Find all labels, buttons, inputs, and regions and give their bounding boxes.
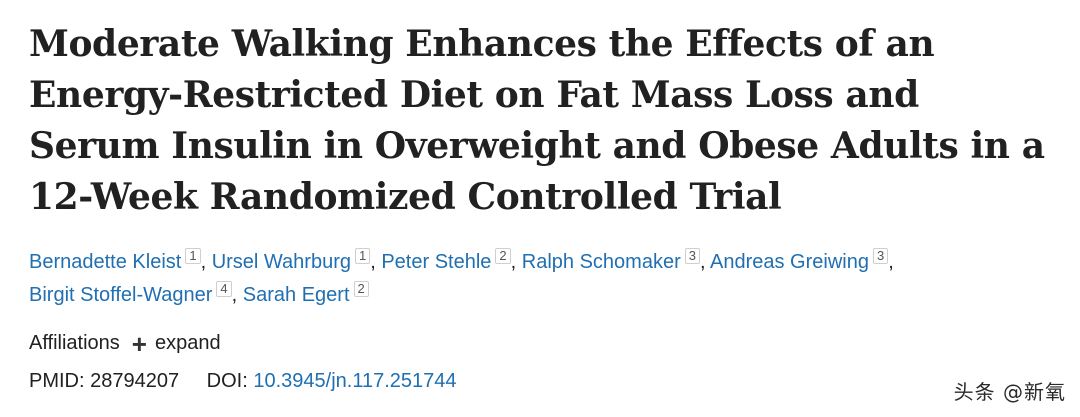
author-link[interactable]: Birgit Stoffel-Wagner [29, 284, 213, 306]
pmid-value: 28794207 [90, 370, 180, 392]
affiliation-number[interactable]: 2 [495, 248, 511, 264]
affiliation-number[interactable]: 4 [216, 281, 232, 297]
author-separator: , [231, 284, 243, 306]
affiliation-number[interactable]: 2 [353, 281, 369, 297]
affiliations-label: Affiliations [29, 332, 120, 354]
author-separator: , [888, 251, 894, 273]
author-link[interactable]: Sarah Egert [242, 284, 350, 306]
author-separator: , [200, 251, 212, 273]
author-link[interactable]: Ursel Wahrburg [211, 251, 351, 273]
author-link[interactable]: Andreas Greiwing [710, 251, 869, 273]
article-title: Moderate Walking Enhances the Effects of… [29, 23, 1045, 218]
author-separator: , [510, 251, 522, 273]
author-separator: , [699, 251, 710, 273]
doi-link[interactable]: 10.3945/jn.117.251744 [253, 370, 457, 392]
identifiers-row: PMID: 28794207 DOI: 10.3945/jn.117.25174… [29, 370, 457, 393]
author-list: Bernadette Kleist 1, Ursel Wahrburg 1, Pet… [29, 246, 1059, 312]
expand-affiliations-button[interactable]: + expand [131, 328, 221, 359]
plus-icon: + [131, 328, 147, 359]
expand-label: expand [154, 332, 221, 354]
affiliation-number[interactable]: 3 [872, 248, 889, 264]
author-link[interactable]: Bernadette Kleist [29, 251, 182, 273]
author-separator: , [370, 251, 382, 273]
affiliation-number[interactable]: 1 [354, 248, 371, 264]
affiliation-number[interactable]: 3 [684, 248, 700, 264]
pmid-label: PMID: [29, 370, 85, 392]
author-link[interactable]: Ralph Schomaker [521, 251, 681, 273]
watermark: 头条 @新氧 [953, 380, 1066, 404]
author-link[interactable]: Peter Stehle [381, 251, 492, 273]
affiliations-row: Affiliations + expand [29, 328, 221, 359]
doi-label: DOI: [206, 370, 248, 392]
affiliation-number[interactable]: 1 [185, 248, 201, 264]
